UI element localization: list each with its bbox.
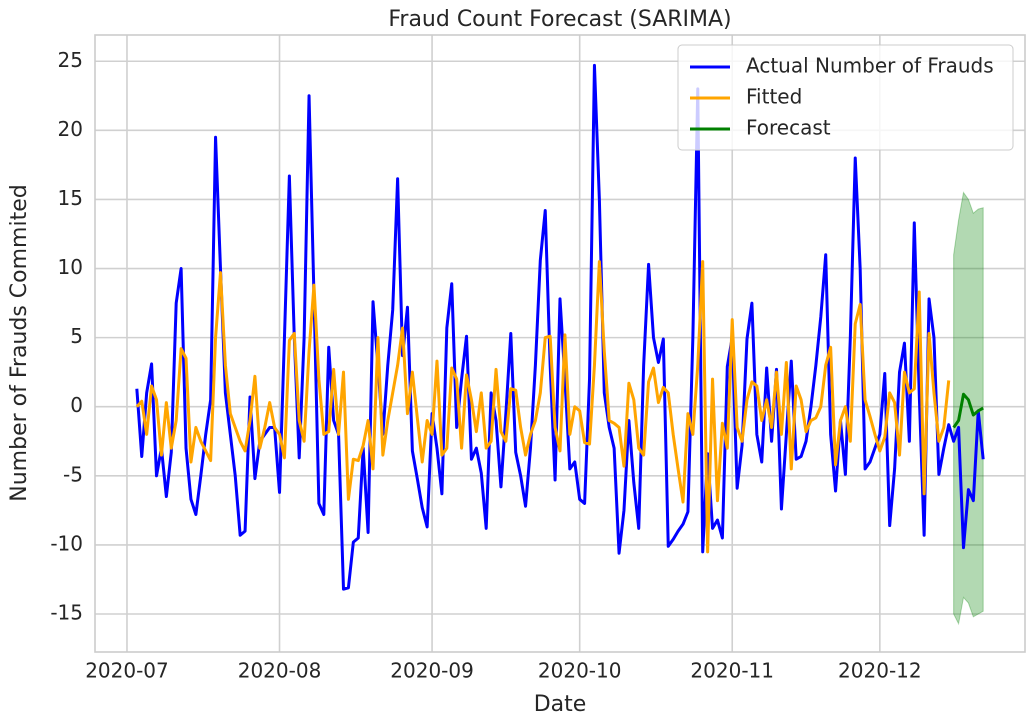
y-tick-label: 20: [58, 117, 83, 141]
x-tick-label: 2020-07: [85, 659, 169, 683]
confidence-band: [953, 191, 984, 626]
y-tick-label: 25: [58, 48, 83, 72]
y-tick-label: -5: [63, 462, 83, 486]
x-tick-label: 2020-09: [390, 659, 474, 683]
x-axis-label: Date: [534, 692, 587, 717]
legend-box: [677, 44, 1014, 151]
y-tick-label: 15: [58, 186, 83, 210]
x-tick-label: 2020-08: [238, 659, 322, 683]
y-tick-label: -10: [50, 531, 83, 555]
x-tick-label: 2020-11: [690, 659, 774, 683]
chart-title: Fraud Count Forecast (SARIMA): [388, 7, 731, 32]
series-line: [135, 63, 985, 591]
y-tick-label: 0: [70, 393, 83, 417]
y-tick-label: 10: [58, 255, 83, 279]
series-line: [135, 260, 951, 554]
legend: Actual Number of Frauds Fitted Forecast: [677, 44, 1014, 151]
x-tick-label: 2020-12: [838, 659, 922, 683]
legend-label: Forecast: [746, 116, 831, 140]
legend-label: Actual Number of Frauds: [746, 54, 994, 78]
legend-label: Fitted: [746, 85, 802, 109]
y-tick-label: -15: [50, 600, 83, 624]
y-axis-label: Number of Frauds Commited: [7, 184, 32, 501]
plot-frame: [94, 34, 1026, 653]
series-line: [952, 392, 984, 429]
y-tick-label: 5: [70, 324, 83, 348]
x-tick-label: 2020-10: [538, 659, 622, 683]
